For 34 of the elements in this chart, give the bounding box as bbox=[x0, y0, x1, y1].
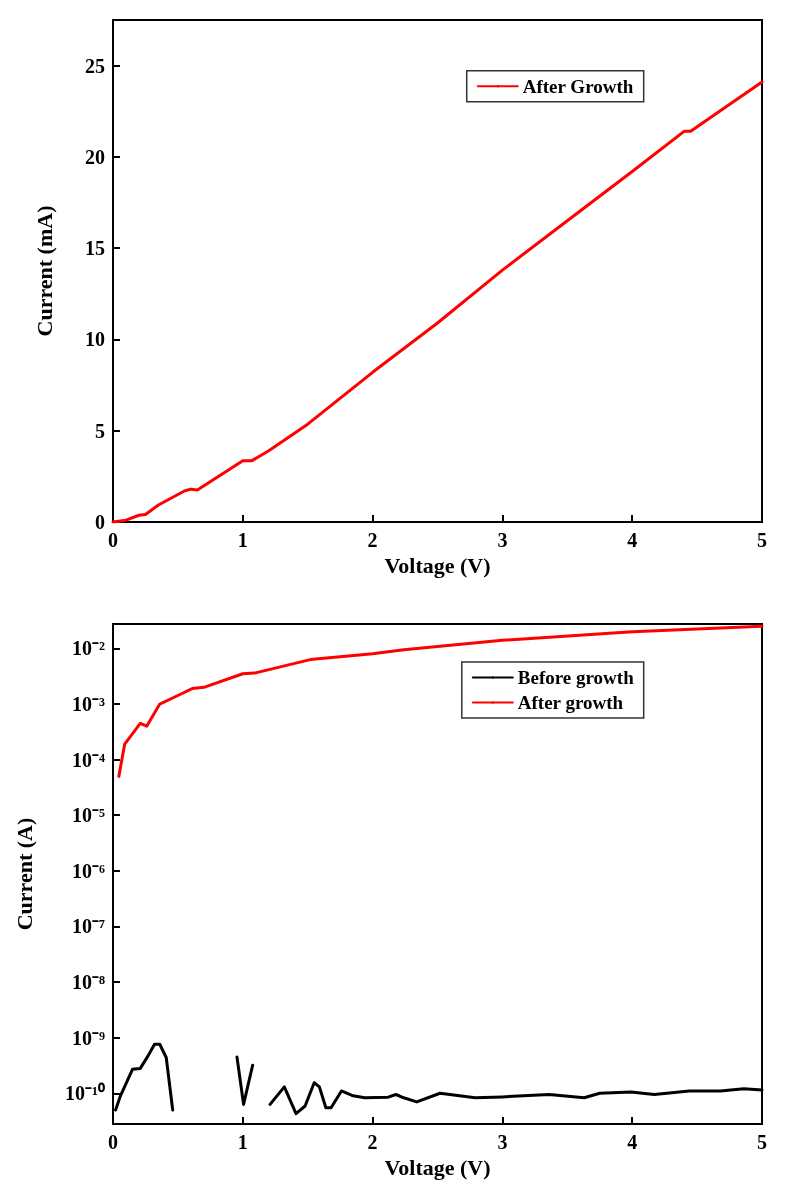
x-tick-label: 3 bbox=[497, 529, 508, 551]
y-tick-label: 15 bbox=[85, 237, 105, 260]
y-tick-label: 5 bbox=[95, 419, 105, 442]
legend-label: After Growth bbox=[522, 75, 634, 97]
y-tick-label: 0 bbox=[95, 511, 105, 533]
x-tick-label: 2 bbox=[367, 529, 378, 551]
y-tick-label: 25 bbox=[85, 54, 105, 77]
line-series bbox=[117, 624, 764, 778]
x-tick-label: 2 bbox=[367, 1131, 378, 1153]
x-tick-label: 3 bbox=[497, 1131, 508, 1153]
y-tick-label: 10⁻² bbox=[72, 637, 105, 660]
line-series bbox=[111, 80, 764, 524]
y-tick-label: 10⁻⁸ bbox=[72, 971, 105, 994]
y-tick-label: 10⁻⁵ bbox=[72, 804, 105, 827]
x-tick-label: 4 bbox=[627, 1131, 638, 1153]
x-axis-title: Voltage (V) bbox=[384, 1155, 491, 1181]
y-tick-label: 10⁻¹⁰ bbox=[65, 1082, 105, 1105]
x-tick-label: 5 bbox=[757, 529, 767, 551]
x-tick-label: 4 bbox=[627, 529, 638, 551]
x-axis-title: Voltage (V) bbox=[384, 553, 491, 579]
y-tick-label: 10⁻⁷ bbox=[72, 915, 105, 938]
legend-label: Before growth bbox=[517, 667, 635, 688]
x-tick-label: 5 bbox=[757, 1131, 767, 1153]
y-tick-label: 10⁻⁴ bbox=[72, 748, 105, 771]
legend-label: After growth bbox=[517, 692, 624, 713]
y-tick-label: 10⁻³ bbox=[72, 693, 105, 716]
y-axis-title: Current (mA) bbox=[31, 205, 57, 337]
y-tick-label: 10⁻⁶ bbox=[72, 859, 105, 882]
x-tick-label: 1 bbox=[237, 1131, 248, 1153]
y-tick-label: 20 bbox=[85, 145, 105, 168]
x-tick-label: 1 bbox=[237, 529, 248, 551]
y-axis-title: Current (A) bbox=[11, 817, 37, 931]
y-tick-label: 10⁻⁹ bbox=[72, 1026, 105, 1049]
y-tick-label: 10 bbox=[85, 328, 105, 351]
